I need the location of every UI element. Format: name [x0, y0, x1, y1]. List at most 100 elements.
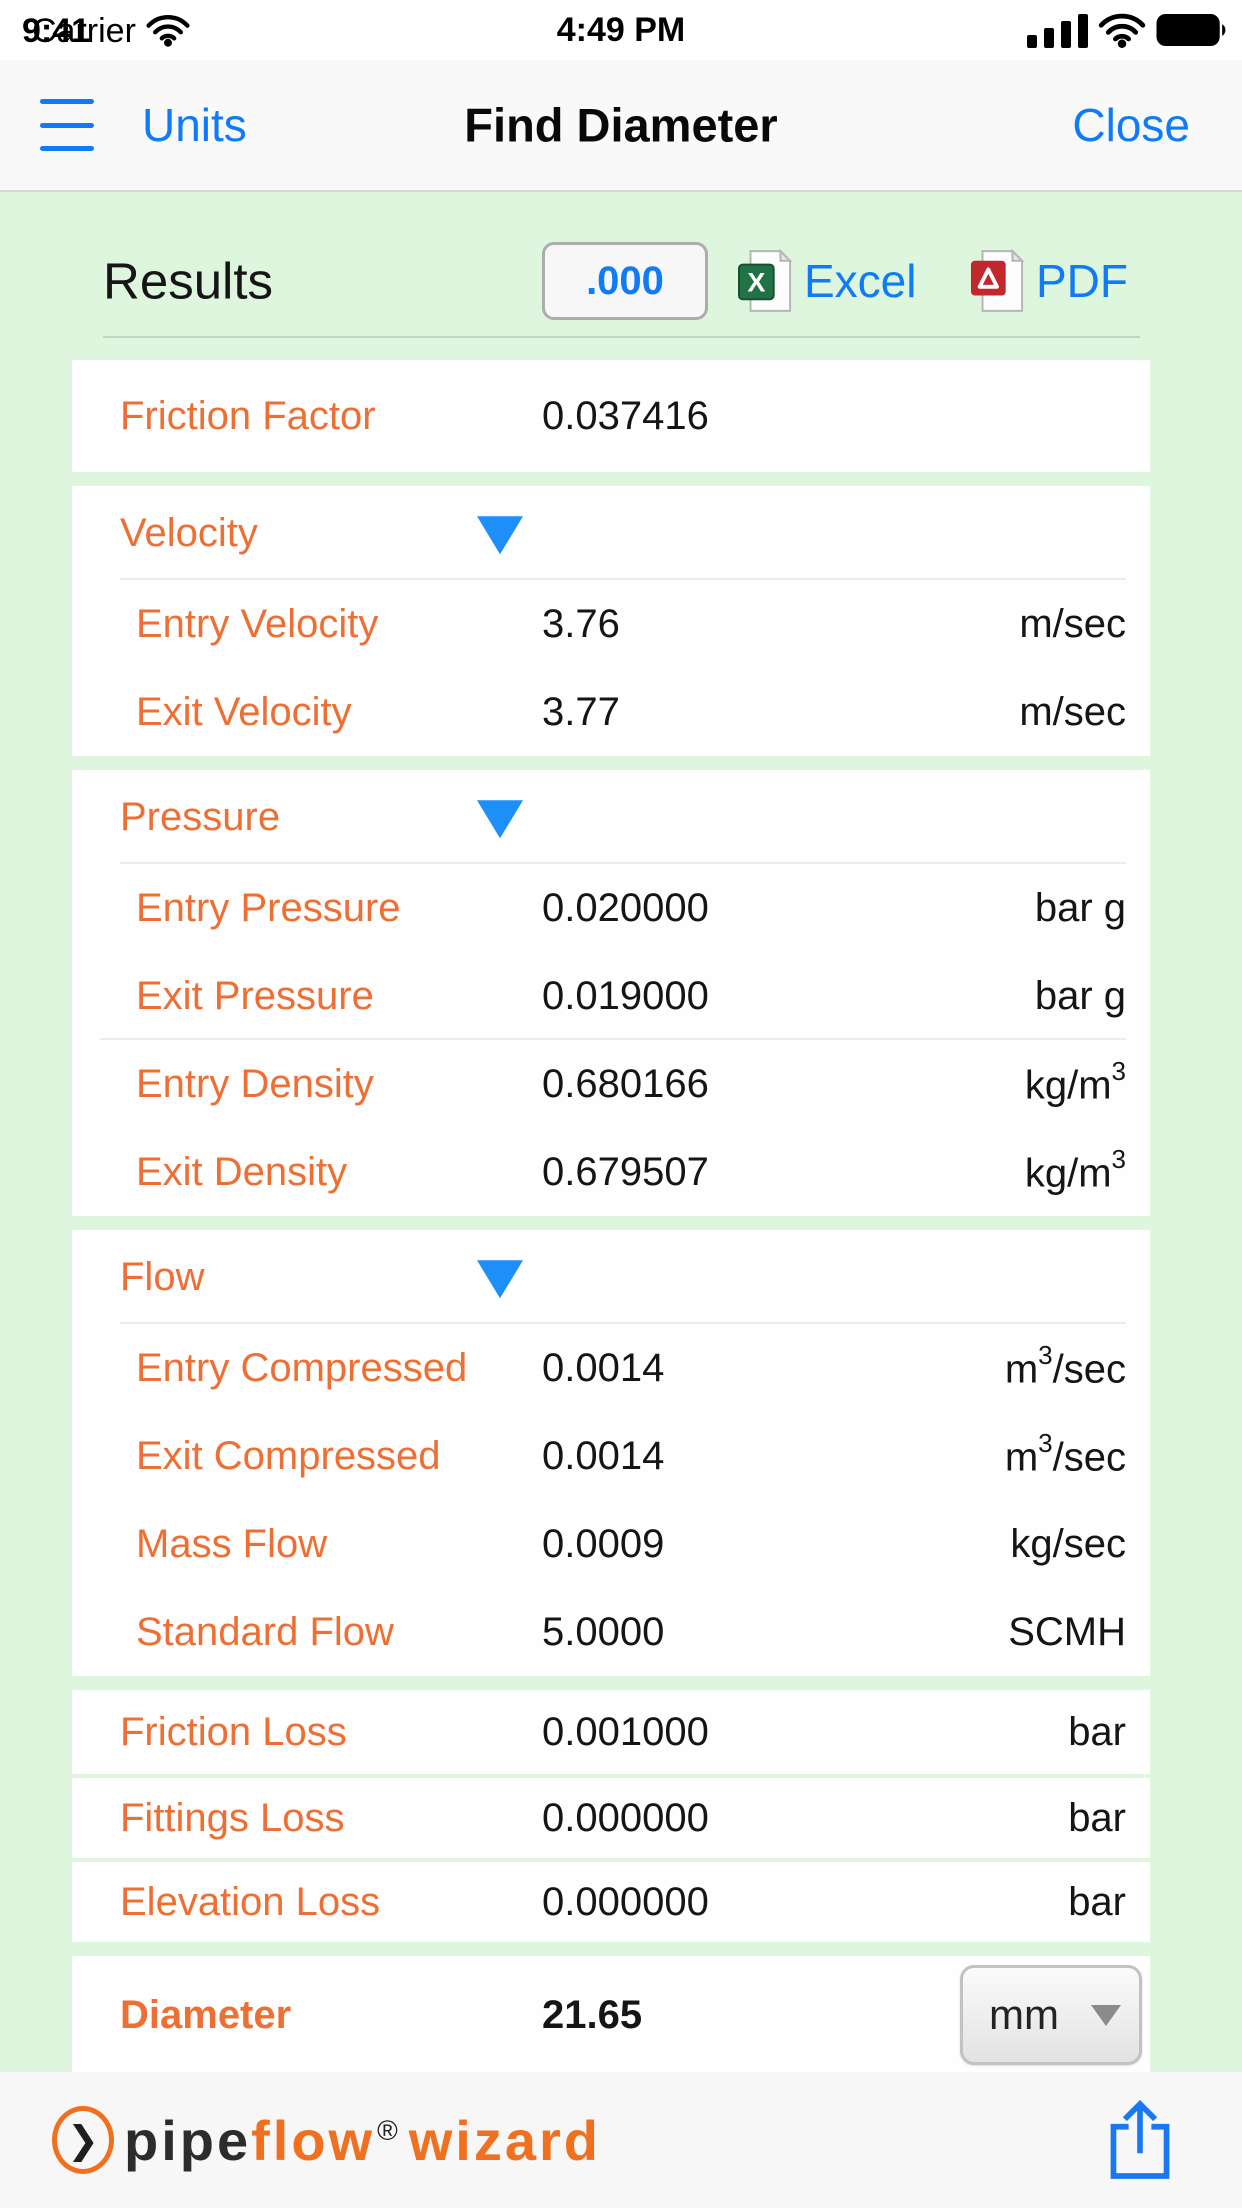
svg-text:X: X [747, 268, 765, 298]
collapse-triangle-icon[interactable] [477, 800, 523, 839]
result-row: Exit Velocity 3.77 m/sec [72, 668, 1150, 756]
result-row: Entry Density 0.680166 kg/m3 [72, 1040, 1150, 1128]
row-label: Entry Density [136, 1061, 374, 1106]
result-row: Elevation Loss 0.000000 bar [72, 1858, 1150, 1942]
excel-label: Excel [804, 255, 917, 307]
row-label: Mass Flow [136, 1521, 328, 1566]
row-label: Exit Compressed [136, 1433, 441, 1478]
wifi-icon [1098, 13, 1146, 48]
results-panel: Results .000 X Excel PDF [0, 192, 1242, 2072]
logo-word-pipe: pipe [124, 2108, 252, 2172]
row-label: Exit Velocity [136, 689, 352, 734]
row-value: 0.037416 [542, 393, 709, 438]
row-value: 5.0000 [542, 1609, 665, 1654]
logo-text: pipeflow® wizard [124, 2108, 601, 2173]
battery-icon [1156, 13, 1226, 47]
section-header-flow[interactable]: Flow [72, 1230, 1150, 1324]
result-row: Exit Density 0.679507 kg/m3 [72, 1128, 1150, 1216]
row-value: 3.76 [542, 601, 620, 646]
row-value: 0.000000 [542, 1879, 709, 1924]
section-header-velocity[interactable]: Velocity [72, 486, 1150, 580]
section-header-pressure[interactable]: Pressure [72, 770, 1150, 864]
result-row: Exit Compressed 0.0014 m3/sec [72, 1412, 1150, 1500]
unit-dropdown-value: mm [989, 1991, 1059, 2038]
row-value: 21.65 [542, 1992, 643, 2037]
result-row: Mass Flow 0.0009 kg/sec [72, 1500, 1150, 1588]
footer-bar: ❯ pipeflow® wizard [0, 2072, 1242, 2208]
close-button[interactable]: Close [1072, 99, 1190, 151]
results-header: Results .000 X Excel PDF [72, 238, 1150, 324]
wifi-icon [146, 15, 190, 47]
result-row: Diameter 21.65 mm [72, 1956, 1150, 2072]
logo-word-wizard: wizard [408, 2108, 602, 2172]
row-label: Standard Flow [136, 1609, 394, 1654]
export-pdf-button[interactable]: PDF [970, 248, 1128, 314]
row-unit: bar g [1034, 973, 1126, 1018]
carrier-time-overlap: Carrier 9:41 [22, 8, 138, 52]
result-row: Entry Compressed 0.0014 m3/sec [72, 1324, 1150, 1412]
cellular-signal-icon [1027, 14, 1088, 48]
row-label: Friction Loss [120, 1709, 347, 1754]
result-row: Friction Loss 0.001000 bar [72, 1690, 1150, 1774]
result-row: Entry Velocity 3.76 m/sec [72, 580, 1150, 668]
row-unit: kg/sec [1010, 1521, 1126, 1566]
result-row: Fittings Loss 0.000000 bar [72, 1774, 1150, 1858]
section-card-pressure: Pressure Entry Pressure 0.020000 bar g Exit … [72, 770, 1150, 1216]
row-label: Exit Density [136, 1149, 348, 1194]
row-value: 0.679507 [542, 1149, 709, 1194]
units-button[interactable]: Units [142, 99, 247, 151]
status-bar: Carrier 9:41 4:49 PM [0, 0, 1242, 60]
row-unit: kg/m3 [1024, 1055, 1126, 1108]
row-value: 0.001000 [542, 1709, 709, 1754]
result-row: Friction Factor 0.037416 [72, 360, 1150, 472]
row-unit: bar [1068, 1709, 1126, 1754]
pipe-flow-wizard-logo: ❯ pipeflow® wizard [52, 2106, 601, 2174]
row-label: Elevation Loss [120, 1879, 381, 1924]
export-excel-button[interactable]: X Excel [738, 248, 916, 314]
row-label: Entry Compressed [136, 1345, 468, 1390]
row-unit: m3/sec [1004, 1427, 1126, 1480]
pdf-icon [970, 248, 1024, 312]
pdf-label: PDF [1036, 255, 1128, 307]
collapse-triangle-icon[interactable] [477, 516, 523, 555]
result-row: Standard Flow 5.0000 SCMH [72, 1588, 1150, 1676]
carrier-label: Carrier [32, 12, 136, 50]
row-unit: bar [1068, 1795, 1126, 1840]
section-card-flow: Flow Entry Compressed 0.0014 m3/sec Exit Com… [72, 1230, 1150, 1676]
row-value: 0.0014 [542, 1345, 665, 1390]
results-title: Results [103, 252, 274, 310]
result-row: Exit Pressure 0.019000 bar g [72, 952, 1150, 1040]
row-value: 0.0014 [542, 1433, 665, 1478]
section-label: Velocity [120, 510, 258, 555]
row-label: Entry Velocity [136, 601, 379, 646]
decimal-places-button[interactable]: .000 [542, 242, 708, 320]
menu-icon[interactable] [40, 99, 94, 151]
row-unit: m/sec [1019, 689, 1126, 734]
overlay-time-label: 9:41 [22, 12, 91, 50]
row-value: 0.020000 [542, 885, 709, 930]
row-unit: SCMH [1008, 1609, 1126, 1654]
row-label: Diameter [120, 1992, 292, 2037]
result-row: Entry Pressure 0.020000 bar g [72, 864, 1150, 952]
results-table: Friction Factor 0.037416 Velocity Entry Vel… [72, 360, 1150, 2072]
results-divider [103, 336, 1140, 338]
row-label: Friction Factor [120, 393, 376, 438]
row-unit: m3/sec [1004, 1339, 1126, 1392]
dropdown-arrow-icon [1091, 2004, 1121, 2026]
unit-dropdown[interactable]: mm [960, 1965, 1142, 2065]
row-value: 3.77 [542, 689, 620, 734]
logo-word-flow: flow [251, 2108, 376, 2172]
section-card-list: Friction Loss 0.001000 bar Fittings Loss 0.0… [72, 1690, 1150, 1942]
row-unit: m/sec [1019, 601, 1126, 646]
status-right [1027, 0, 1228, 60]
row-label: Entry Pressure [136, 885, 401, 930]
status-left: Carrier 9:41 [22, 0, 190, 60]
row-label: Exit Pressure [136, 973, 374, 1018]
collapse-triangle-icon[interactable] [477, 1260, 523, 1299]
share-icon[interactable] [1104, 2098, 1176, 2182]
section-card-velocity: Velocity Entry Velocity 3.76 m/sec Exit Velo… [72, 486, 1150, 756]
row-value: 0.680166 [542, 1061, 709, 1106]
nav-bar: Units Find Diameter Close [0, 60, 1242, 192]
section-card-single: Friction Factor 0.037416 [72, 360, 1150, 472]
